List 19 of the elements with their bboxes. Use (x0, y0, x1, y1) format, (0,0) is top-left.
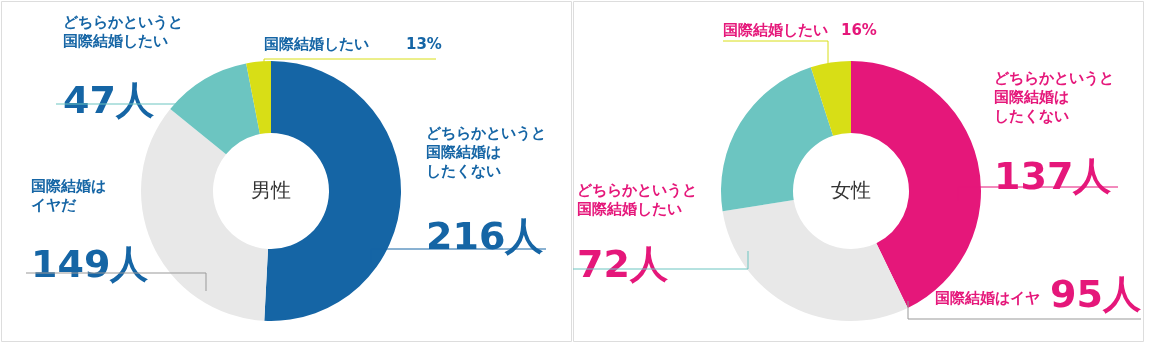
slice-label: どちらかというと国際結婚はしたくない (426, 124, 546, 180)
slice-label: 国際結婚はイヤだ (31, 177, 106, 214)
slice-label: どちらかというと国際結婚したい (63, 13, 183, 50)
slice-label: 国際結婚したい (723, 21, 828, 39)
donut-slice (722, 200, 908, 321)
text: 女性 (831, 178, 871, 202)
text: 男性 (251, 178, 291, 202)
slice-label: どちらかというと国際結婚はしたくない (994, 69, 1114, 125)
slice-label: 国際結婚したい (264, 35, 369, 53)
data-label: 216人 (426, 214, 544, 258)
data-label: 13% (406, 35, 442, 53)
data-label: 16% (841, 21, 877, 39)
data-label: 95人 (1050, 272, 1141, 316)
data-label: 149人 (31, 242, 149, 286)
data-label: 47人 (63, 78, 154, 122)
slice-label: どちらかというと国際結婚したい (577, 181, 697, 218)
data-label: 72人 (577, 242, 668, 286)
slice-label: 国際結婚はイヤ (935, 289, 1040, 307)
data-label: 137人 (994, 154, 1112, 198)
